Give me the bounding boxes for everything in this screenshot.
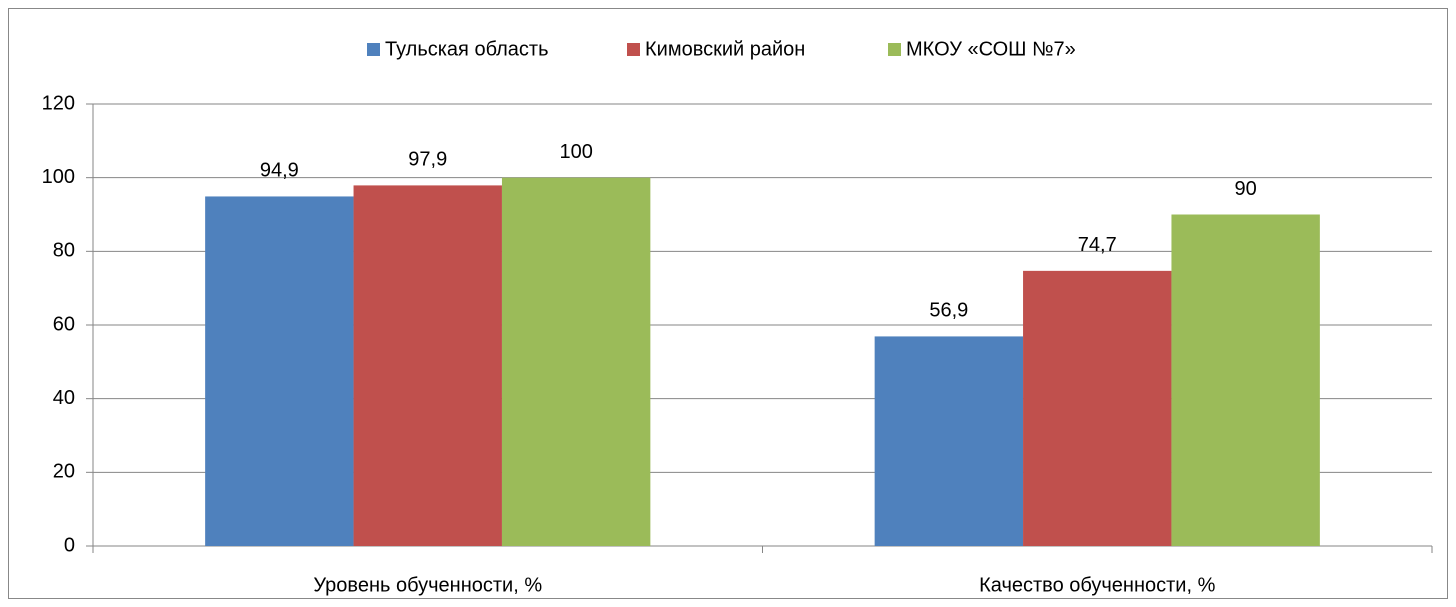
bar — [501, 177, 651, 546]
value-label: 56,9 — [929, 300, 968, 322]
value-label: 94,9 — [260, 160, 299, 182]
y-tick-label: 60 — [53, 313, 75, 335]
bar — [874, 336, 1024, 546]
bar — [1023, 270, 1172, 546]
bar — [205, 196, 354, 546]
y-tick-label: 100 — [42, 166, 75, 188]
bar — [353, 185, 502, 546]
value-label: 74,7 — [1078, 234, 1117, 256]
legend-label: Тульская область — [385, 38, 549, 60]
x-tick-label: Уровень обученности, % — [313, 574, 542, 596]
y-tick-label: 20 — [53, 461, 75, 483]
y-tick-label: 80 — [53, 240, 75, 262]
bar — [1171, 214, 1320, 546]
legend-label: МКОУ «СОШ №7» — [906, 38, 1076, 60]
legend-swatch — [627, 43, 640, 56]
x-tick-label: Качество обученности, % — [979, 574, 1215, 596]
value-label: 90 — [1235, 178, 1257, 200]
legend-swatch — [888, 43, 901, 56]
value-label: 97,9 — [408, 149, 447, 171]
y-tick-label: 40 — [53, 387, 75, 409]
y-tick-label: 0 — [64, 534, 75, 556]
legend-label: Кимовский район — [645, 38, 805, 60]
value-label: 100 — [559, 141, 592, 163]
y-tick-label: 120 — [42, 92, 75, 114]
legend-swatch — [367, 43, 380, 56]
